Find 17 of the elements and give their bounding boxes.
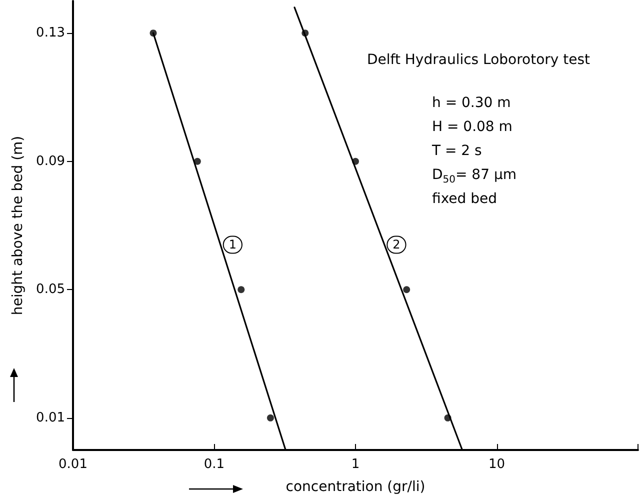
y-tick-label: 0.01 [36, 410, 65, 426]
annotation: H = 0.08 m [432, 119, 512, 135]
y-axis-title: height above the bed (m) [10, 136, 26, 316]
annotation: fixed bed [432, 191, 498, 207]
annotation: 2 [392, 238, 400, 252]
x-tick-label: 0.01 [58, 457, 88, 472]
annotation: h = 0.30 m [432, 95, 511, 111]
x-tick-label: 1 [351, 457, 360, 472]
annotation: T = 2 s [431, 143, 482, 159]
y-tick-label: 0.13 [36, 26, 65, 41]
y-tick-label: 0.05 [36, 282, 65, 298]
annotation: 1 [228, 238, 236, 252]
x-tick-label: 10 [488, 457, 506, 472]
x-axis-title: concentration (gr/li) [286, 479, 426, 495]
y-tick-label: 0.09 [36, 154, 65, 169]
text: Delft Hydraulics Loborotory test [367, 52, 591, 68]
x-tick-label: 0.1 [204, 457, 225, 472]
